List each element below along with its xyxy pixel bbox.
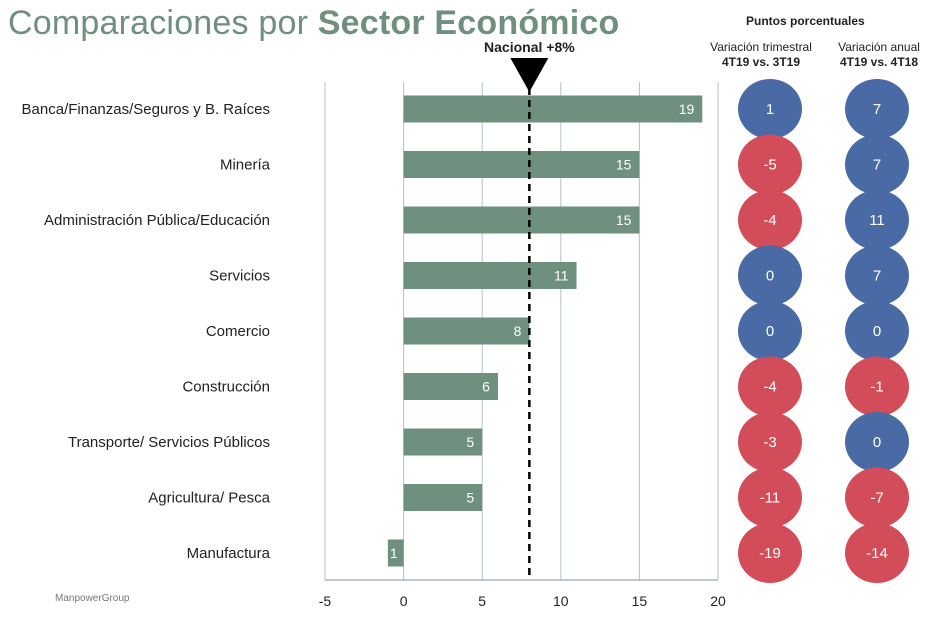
bar-value-label: 5 [466, 434, 474, 450]
national-marker-triangle [510, 58, 549, 92]
annual-change-value: 0 [873, 434, 881, 451]
annual-column-header: Variación anual 4T19 vs. 4T18 [825, 40, 933, 70]
annual-change-value: -1 [870, 379, 883, 396]
quarterly-change-circle [738, 523, 802, 583]
bar-value-label: 15 [616, 212, 632, 228]
bar [403, 262, 577, 289]
annual-change-value: 11 [869, 212, 885, 229]
annual-change-circle [845, 301, 909, 361]
annual-change-value: 7 [873, 101, 881, 118]
category-label: Minería [220, 157, 271, 174]
quarterly-column-header: Variación trimestral 4T19 vs. 3T19 [702, 40, 820, 70]
x-tick-label: 5 [478, 593, 486, 609]
brand-label: ManpowerGroup [55, 593, 130, 604]
x-tick-label: 15 [632, 593, 648, 609]
bar-value-label: 19 [679, 101, 695, 117]
bar [403, 428, 483, 456]
quarterly-change-circle [738, 190, 802, 250]
annual-change-circle [845, 412, 909, 472]
annual-change-value: -7 [870, 490, 883, 507]
bar-value-label: 6 [482, 379, 490, 395]
category-label: Banca/Finanzas/Seguros y B. Raíces [22, 101, 270, 118]
quarterly-column-label: Variación trimestral [710, 40, 812, 54]
annual-change-circle [845, 523, 909, 583]
quarterly-change-value: -4 [763, 379, 776, 396]
annual-change-circle [845, 467, 909, 528]
category-label: Administración Pública/Educación [44, 212, 270, 229]
quarterly-column-sub: 4T19 vs. 3T19 [721, 55, 801, 69]
category-label: Manufactura [187, 545, 271, 562]
annual-change-circle [845, 134, 909, 195]
bar [403, 95, 703, 123]
quarterly-change-value: -5 [763, 157, 776, 174]
x-tick-label: 0 [400, 593, 408, 609]
x-tick-label: 20 [710, 593, 726, 609]
category-label: Transporte/ Servicios Públicos [68, 434, 270, 451]
bar [387, 539, 404, 567]
quarterly-change-value: -4 [763, 212, 776, 229]
annual-change-value: 0 [873, 323, 881, 340]
bar-value-label: 11 [554, 268, 569, 284]
national-reference-label: Nacional +8% [484, 39, 575, 55]
bar-value-label: 8 [514, 323, 522, 339]
quarterly-change-value: -3 [763, 434, 776, 451]
quarterly-change-value: 0 [766, 268, 774, 285]
quarterly-change-value: -11 [760, 490, 781, 507]
category-label: Servicios [209, 268, 270, 285]
annual-change-value: 7 [873, 157, 881, 174]
bar [403, 317, 530, 345]
bar-value-label: 15 [616, 157, 632, 173]
category-label: Agricultura/ Pesca [148, 490, 270, 507]
page-title: Comparaciones por Sector Económico [8, 4, 620, 42]
annual-column-label: Variación anual [838, 40, 920, 54]
category-label: Comercio [206, 323, 270, 340]
quarterly-change-value: 1 [766, 101, 774, 118]
bar [403, 484, 483, 511]
bar [403, 373, 498, 400]
bar [403, 206, 640, 234]
annual-change-value: -14 [866, 545, 888, 562]
x-tick-label: 10 [553, 593, 569, 609]
annual-change-value: 7 [873, 268, 881, 285]
quarterly-change-circle [738, 134, 802, 195]
quarterly-change-circle [738, 301, 802, 361]
annual-change-circle [845, 356, 909, 417]
bar [403, 151, 640, 178]
points-panel-title: Puntos porcentuales [746, 14, 865, 28]
bar-value-label: 5 [466, 490, 474, 506]
annual-change-circle [845, 79, 909, 139]
annual-change-circle [845, 245, 909, 306]
quarterly-change-value: -19 [759, 545, 781, 562]
quarterly-change-circle [738, 356, 802, 417]
quarterly-change-value: 0 [766, 323, 774, 340]
annual-change-circle [845, 190, 909, 250]
quarterly-change-circle [738, 412, 802, 472]
quarterly-change-circle [738, 79, 802, 139]
quarterly-change-circle [738, 245, 802, 306]
annual-column-sub: 4T19 vs. 4T18 [839, 55, 919, 69]
category-label: Construcción [182, 379, 270, 396]
quarterly-change-circle [738, 467, 802, 528]
x-tick-label: -5 [319, 593, 332, 609]
bar-value-label: 1 [390, 545, 398, 561]
